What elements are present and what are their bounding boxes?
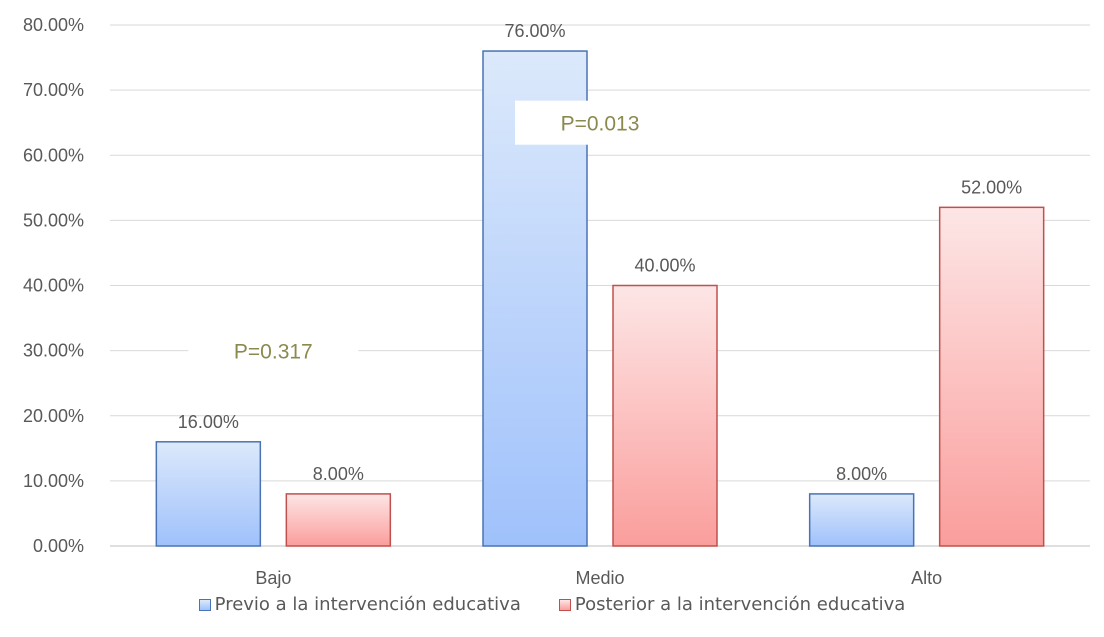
x-category-label: Medio: [575, 568, 624, 588]
legend-item-previo[interactable]: Previo a la intervención educativa: [198, 594, 521, 615]
annotations: P=0.317 P=0.013: [188, 100, 685, 373]
bar-bajo-series-1[interactable]: [155, 441, 262, 547]
data-labels: 16.00% 8.00% 76.00% 40.00% 8.00% 52.00%: [178, 21, 1022, 484]
bars: [155, 50, 1045, 547]
x-axis-categories: Bajo Medio Alto: [255, 568, 942, 588]
data-label: 16.00%: [178, 412, 239, 432]
bar-chart: 0.00% 10.00% 20.00% 30.00% 40.00% 50.00% 60.00…: [23, 15, 1090, 588]
legend-item-posterior[interactable]: Posterior a la intervención educativa: [558, 594, 906, 615]
data-label: 8.00%: [313, 464, 364, 484]
annotation-background: [515, 100, 685, 145]
data-label: 8.00%: [836, 464, 887, 484]
y-tick-label: 70.00%: [23, 80, 84, 100]
p-value-annotation: P=0.317: [234, 341, 313, 364]
p-value-annotation: P=0.013: [561, 113, 640, 136]
legend-label-previo: Previo a la intervención educativa: [214, 594, 521, 615]
y-tick-label: 40.00%: [23, 276, 84, 296]
bar-alto-series-2[interactable]: [938, 206, 1045, 547]
y-tick-label: 80.00%: [23, 15, 84, 35]
y-tick-label: 30.00%: [23, 341, 84, 361]
legend-swatch-posterior: [558, 598, 571, 611]
legend: Previo a la intervención educativa Poste…: [0, 594, 1104, 615]
y-tick-label: 0.00%: [33, 536, 84, 556]
data-label: 40.00%: [634, 256, 695, 276]
x-category-label: Bajo: [255, 568, 291, 588]
data-label: 76.00%: [504, 21, 565, 41]
y-tick-label: 60.00%: [23, 145, 84, 165]
y-tick-label: 10.00%: [23, 471, 84, 491]
y-axis-ticks: 0.00% 10.00% 20.00% 30.00% 40.00% 50.00% 60.00…: [23, 15, 84, 556]
data-label: 52.00%: [961, 177, 1022, 197]
bar-medio-series-2[interactable]: [612, 284, 718, 547]
bar-bajo-series-2[interactable]: [285, 493, 392, 547]
y-tick-label: 20.00%: [23, 406, 84, 426]
annotation-background: [188, 328, 359, 373]
legend-swatch-previo: [198, 598, 211, 611]
legend-label-posterior: Posterior a la intervención educativa: [574, 594, 906, 615]
bar-alto-series-1[interactable]: [808, 493, 915, 547]
x-category-label: Alto: [911, 568, 942, 588]
y-tick-label: 50.00%: [23, 210, 84, 230]
